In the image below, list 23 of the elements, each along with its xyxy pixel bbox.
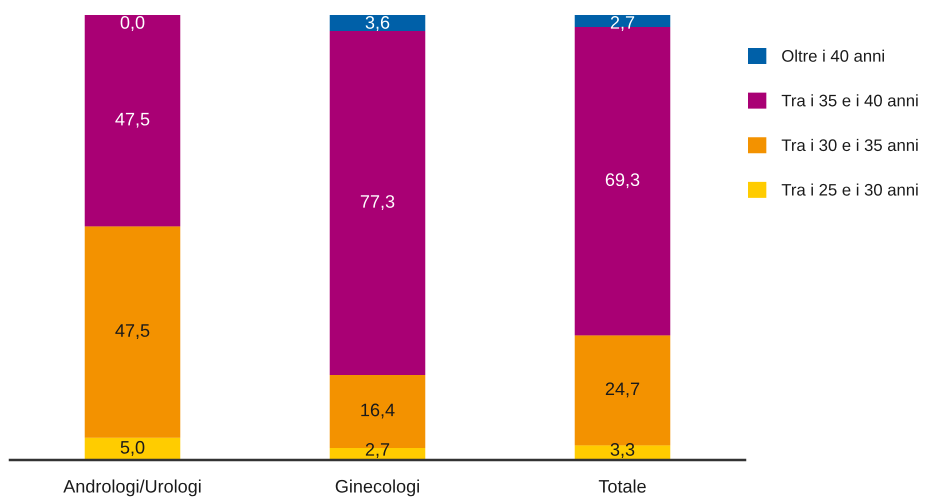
legend-label: Tra i 25 e i 30 anni bbox=[782, 183, 918, 196]
data-label: 3,3 bbox=[610, 443, 634, 458]
x-tick-label: Andrologi/Urologi bbox=[63, 479, 201, 496]
data-label: 77,3 bbox=[360, 195, 394, 210]
bar bbox=[330, 31, 426, 376]
bar bbox=[84, 226, 180, 438]
bar bbox=[84, 15, 180, 226]
data-label: 5,0 bbox=[120, 440, 144, 456]
x-tick-label: Ginecologi bbox=[336, 479, 419, 496]
data-label: 2,7 bbox=[366, 443, 390, 458]
legend-label: Tra i 30 e i 35 anni bbox=[782, 138, 918, 152]
data-label: 0,0 bbox=[120, 16, 144, 31]
data-label: 47,5 bbox=[115, 324, 150, 340]
x-tick-label: Totale bbox=[598, 479, 646, 493]
data-label: 47,5 bbox=[115, 112, 150, 128]
data-label: 16,4 bbox=[361, 404, 395, 418]
legend-label: Tra i 35 e i 40 anni bbox=[782, 94, 918, 106]
bar bbox=[330, 15, 426, 32]
data-label: 3,6 bbox=[366, 16, 390, 31]
data-label: 69,3 bbox=[606, 173, 640, 188]
data-label: 24,7 bbox=[606, 382, 640, 398]
legend-label: Oltre i 40 anni bbox=[782, 50, 884, 62]
bar bbox=[84, 438, 180, 460]
